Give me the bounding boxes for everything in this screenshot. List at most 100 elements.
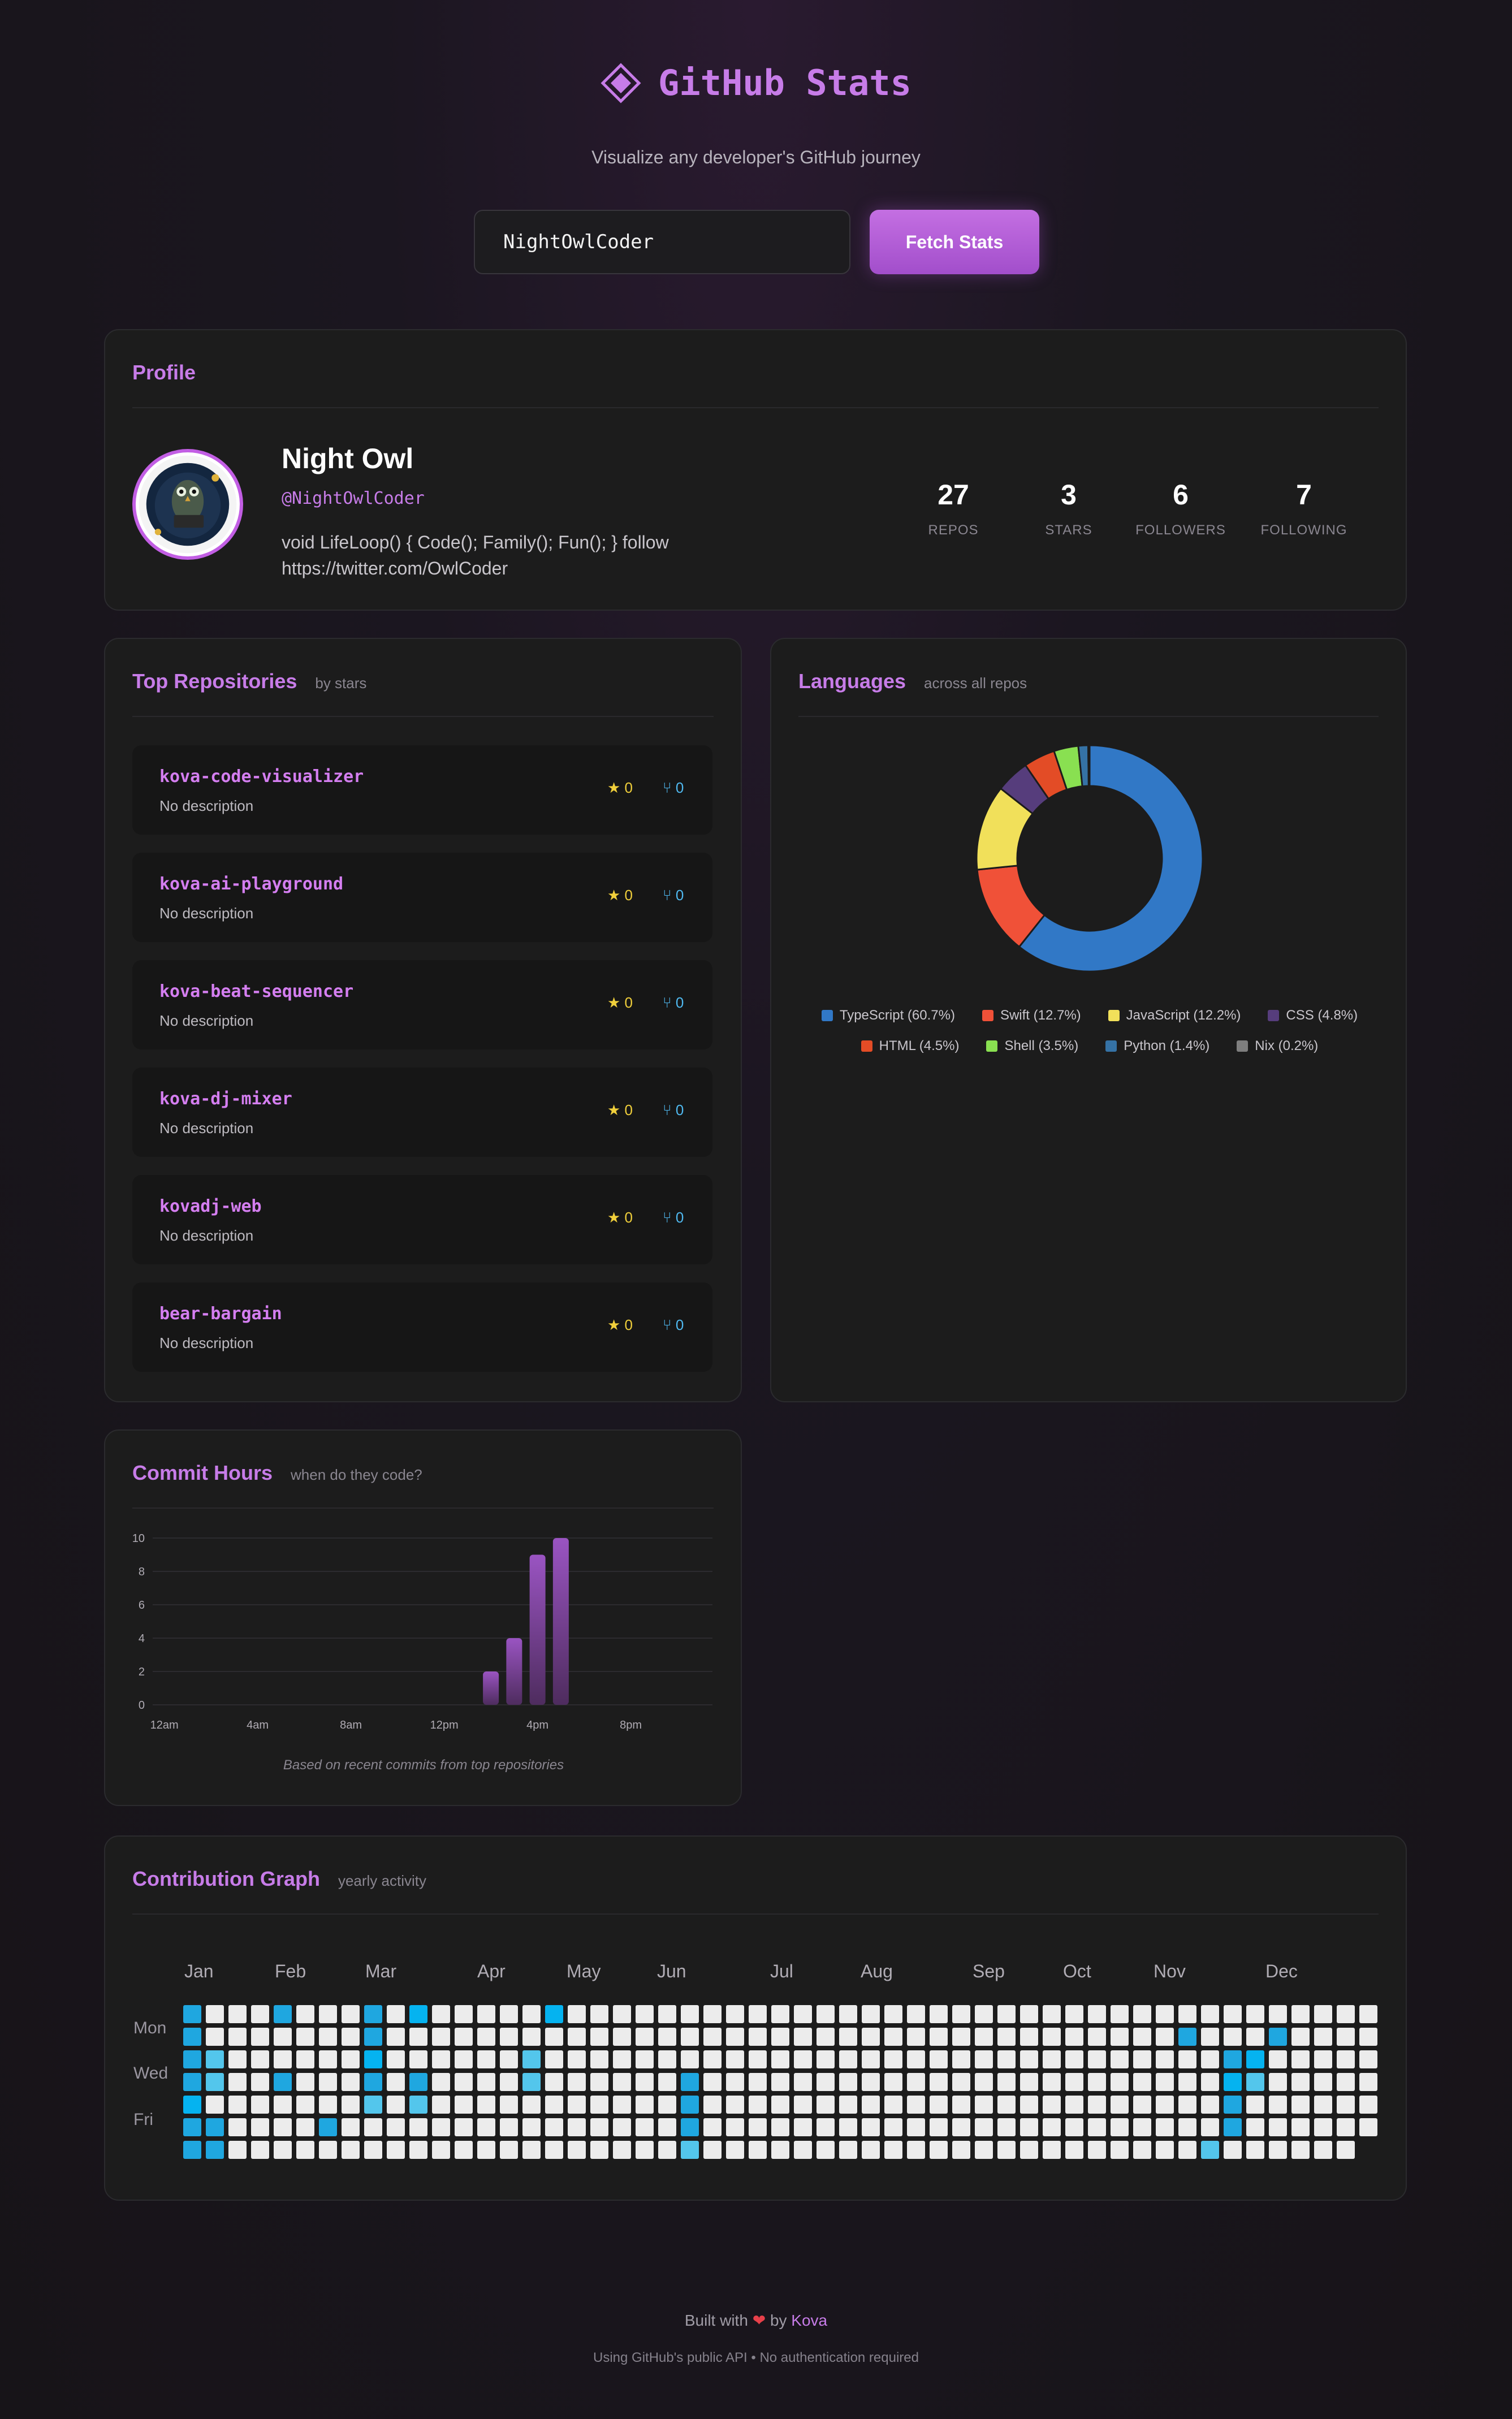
contribution-cell xyxy=(817,2028,835,2046)
divider xyxy=(132,1507,714,1509)
contribution-cell xyxy=(522,2073,541,2091)
contribution-cell xyxy=(296,2050,314,2068)
repo-name[interactable]: kova-dj-mixer xyxy=(159,1089,292,1109)
contribution-cell xyxy=(500,2118,518,2136)
author-link[interactable]: Kova xyxy=(791,2312,828,2329)
contribution-cell xyxy=(568,2028,586,2046)
contribution-cell xyxy=(839,2073,857,2091)
contribution-cell xyxy=(907,2028,925,2046)
repo-name[interactable]: bear-bargain xyxy=(159,1304,282,1324)
contribution-cell xyxy=(522,2050,541,2068)
contribution-cell xyxy=(794,2005,812,2023)
contribution-cell xyxy=(1201,2118,1219,2136)
contribution-cell xyxy=(477,2141,495,2159)
legend-label: HTML (4.5%) xyxy=(879,1038,960,1053)
contribution-cell xyxy=(726,2028,744,2046)
repo-name[interactable]: kova-code-visualizer xyxy=(159,767,364,787)
fetch-stats-button[interactable]: Fetch Stats xyxy=(870,210,1039,274)
contribution-cell xyxy=(1314,2096,1332,2114)
contribution-cell xyxy=(296,2141,314,2159)
contribution-cell xyxy=(319,2073,337,2091)
contribution-cell xyxy=(817,2073,835,2091)
contribution-cell xyxy=(658,2028,676,2046)
username-input[interactable]: NightOwlCoder xyxy=(474,210,850,274)
contribution-cell xyxy=(1043,2096,1061,2114)
contribution-cell xyxy=(319,2005,337,2023)
repo-name[interactable]: kova-ai-playground xyxy=(159,874,344,894)
x-tick-label: 4am xyxy=(247,1719,269,1731)
contribution-cell xyxy=(228,2141,247,2159)
contribution-graph-card: Contribution Graph yearly activity Jan F… xyxy=(104,1835,1407,2201)
contribution-cell xyxy=(522,2028,541,2046)
contribution-cell xyxy=(1020,2073,1038,2091)
contribution-cell xyxy=(342,2005,360,2023)
repos-subtitle: by stars xyxy=(315,675,367,692)
contribution-cell xyxy=(251,2005,269,2023)
stat-stars: 3 STARS xyxy=(1023,478,1114,538)
contribution-cell xyxy=(1224,2028,1242,2046)
fork-icon: ⑂ xyxy=(663,887,672,904)
contribution-cell xyxy=(409,2118,427,2136)
contribution-cell xyxy=(975,2118,993,2136)
contribution-cell xyxy=(658,2096,676,2114)
contribution-cell xyxy=(342,2141,360,2159)
divider xyxy=(132,407,1379,408)
contribution-cell xyxy=(794,2073,812,2091)
contribution-cell xyxy=(1111,2005,1129,2023)
repo-item[interactable]: kova-dj-mixer No description ★ 0 ⑂ 0 xyxy=(132,1068,712,1157)
contribution-cell xyxy=(1156,2050,1174,2068)
contribution-cell xyxy=(681,2141,699,2159)
contribution-cell xyxy=(364,2005,382,2023)
contribution-cell xyxy=(613,2050,631,2068)
repo-item[interactable]: bear-bargain No description ★ 0 ⑂ 0 xyxy=(132,1282,712,1372)
contribution-cell xyxy=(477,2005,495,2023)
repo-name[interactable]: kovadj-web xyxy=(159,1196,262,1216)
month-label: Feb xyxy=(275,1961,306,1981)
contribution-cell xyxy=(319,2096,337,2114)
repo-item[interactable]: kova-ai-playground No description ★ 0 ⑂ … xyxy=(132,853,712,942)
contribution-cell xyxy=(1337,2096,1355,2114)
contribution-cell xyxy=(409,2073,427,2091)
contribution-cell xyxy=(749,2118,767,2136)
repo-stars: ★ 0 xyxy=(607,1316,633,1334)
contribution-cell xyxy=(817,2005,835,2023)
contribution-cell xyxy=(1133,2050,1151,2068)
contribution-cell xyxy=(1178,2050,1196,2068)
contribution-cell xyxy=(930,2141,948,2159)
contribution-cell xyxy=(997,2050,1016,2068)
fork-count: 0 xyxy=(675,887,684,904)
month-label: Apr xyxy=(477,1961,506,1981)
repo-item[interactable]: kova-code-visualizer No description ★ 0 … xyxy=(132,745,712,835)
contribution-cell xyxy=(274,2050,292,2068)
repo-item[interactable]: kovadj-web No description ★ 0 ⑂ 0 xyxy=(132,1175,712,1264)
contribution-cell xyxy=(1088,2028,1106,2046)
contribution-cell xyxy=(703,2005,722,2023)
star-count: 0 xyxy=(624,779,633,796)
contribution-cell xyxy=(997,2028,1016,2046)
contribution-cell xyxy=(1133,2028,1151,2046)
contribution-cell xyxy=(319,2118,337,2136)
contribution-cell xyxy=(817,2096,835,2114)
repo-forks: ⑂ 0 xyxy=(663,994,684,1012)
month-label: Sep xyxy=(973,1961,1005,1981)
stat-label: STARS xyxy=(1045,522,1092,538)
contribution-cell xyxy=(907,2050,925,2068)
contribution-cell xyxy=(975,2073,993,2091)
contribution-cell xyxy=(183,2073,201,2091)
app-title-text: GitHub Stats xyxy=(658,62,911,103)
contribution-cell xyxy=(794,2050,812,2068)
contribution-cell xyxy=(1065,2118,1083,2136)
repo-item[interactable]: kova-beat-sequencer No description ★ 0 ⑂… xyxy=(132,960,712,1049)
contribution-cell xyxy=(1359,2096,1377,2114)
profile-handle[interactable]: @NightOwlCoder xyxy=(282,489,425,508)
contribution-cell xyxy=(500,2073,518,2091)
contribution-cell xyxy=(1224,2005,1242,2023)
fork-count: 0 xyxy=(675,779,684,796)
repo-stars: ★ 0 xyxy=(607,1101,633,1119)
contribution-cell xyxy=(364,2050,382,2068)
repo-name[interactable]: kova-beat-sequencer xyxy=(159,982,354,1001)
contribution-cell xyxy=(206,2096,224,2114)
contribution-cell xyxy=(1111,2028,1129,2046)
contribution-cell xyxy=(1133,2141,1151,2159)
x-tick-label: 12am xyxy=(150,1719,179,1731)
